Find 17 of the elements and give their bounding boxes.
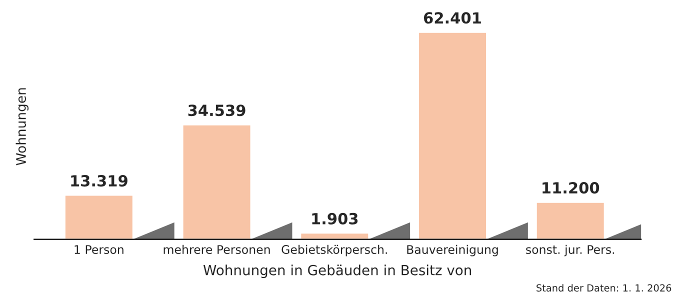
bar bbox=[64, 194, 134, 240]
text: Stand der Daten: 1. 1. 2026 bbox=[536, 284, 672, 292]
y-axis-title: Wohnungen bbox=[16, 88, 29, 166]
x-axis-title: Wohnungen in Gebäuden in Besitz von bbox=[203, 264, 472, 278]
x-tick-label: sonst. jur. Pers. bbox=[526, 244, 614, 256]
bar bbox=[418, 31, 488, 240]
x-tick-label: mehrere Personen bbox=[164, 244, 270, 254]
x-tick-label: 1 Person bbox=[74, 245, 124, 254]
data-label: 11.200 bbox=[542, 182, 600, 194]
data-label: 1.903 bbox=[312, 212, 358, 224]
bar bbox=[182, 124, 252, 240]
x-tick-label: Gebietskörpersch. bbox=[282, 244, 387, 256]
bar bbox=[535, 201, 606, 240]
data-label: 62.401 bbox=[424, 12, 481, 24]
x-tick-label: Bauvereinigung bbox=[407, 244, 498, 256]
data-label: 34.539 bbox=[188, 104, 246, 116]
data-label: 13.319 bbox=[71, 175, 128, 187]
